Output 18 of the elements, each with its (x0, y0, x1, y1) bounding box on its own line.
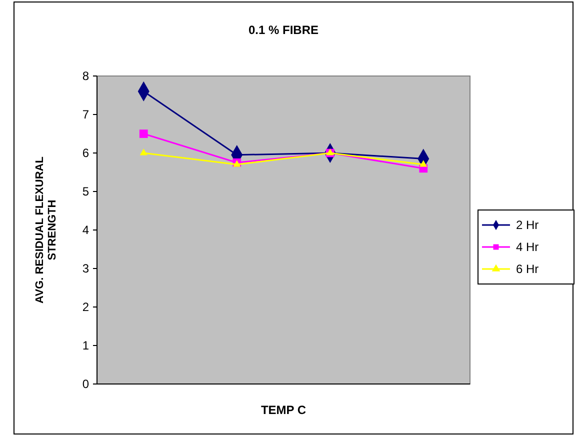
y-axis-title: AVG. RESIDUAL FLEXURAL STRENGTH (34, 156, 58, 304)
chart-title: 0.1 % FIBRE (248, 23, 319, 37)
y-tick-label: 6 (82, 146, 90, 160)
y-tick-label: 8 (82, 69, 90, 84)
legend-label: 2 Hr (516, 218, 539, 232)
y-tick-label: 3 (82, 262, 90, 276)
point (140, 148, 148, 156)
x-axis-title: TEMP C (260, 403, 306, 417)
y-tick-label: 7 (82, 108, 90, 122)
point (420, 160, 428, 167)
y-tick-label: 4 (82, 223, 90, 238)
y-tick-label: 2 (82, 300, 90, 314)
y-tick-label: 1 (82, 338, 90, 353)
point (139, 130, 148, 138)
y-tick-label: 0 (82, 377, 90, 392)
legend-label: 4 Hr (516, 240, 539, 254)
y-tick-label: 5 (82, 184, 90, 199)
legend-label: 6 Hr (516, 262, 539, 276)
